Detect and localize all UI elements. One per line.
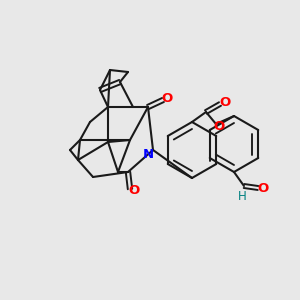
Text: O: O <box>128 184 140 197</box>
Text: O: O <box>161 92 172 104</box>
Text: O: O <box>257 182 268 194</box>
Text: O: O <box>219 95 231 109</box>
Text: H: H <box>238 190 246 202</box>
Text: O: O <box>213 121 225 134</box>
Text: N: N <box>142 148 154 160</box>
